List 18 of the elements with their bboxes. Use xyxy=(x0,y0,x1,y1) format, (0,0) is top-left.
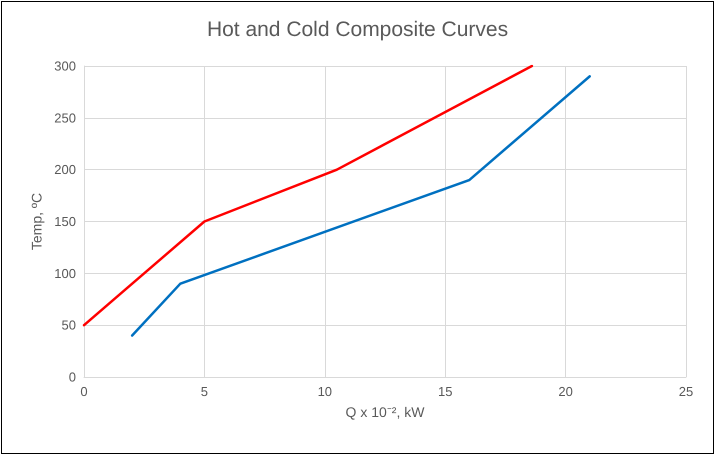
x-tick-label: 5 xyxy=(200,384,208,399)
x-tick-label: 10 xyxy=(318,384,332,399)
y-tick-label: 0 xyxy=(68,370,76,384)
x-tick-label: 15 xyxy=(438,384,452,399)
y-tick-label: 100 xyxy=(54,266,76,281)
y-tick-label: 200 xyxy=(54,162,76,178)
y-axis-title: Temp, ºC xyxy=(28,192,44,250)
chart-title: Hot and Cold Composite Curves xyxy=(206,18,508,41)
line-series xyxy=(82,64,534,326)
line-series xyxy=(130,75,591,337)
x-tick-label: 25 xyxy=(678,384,694,399)
x-axis-title: Q x 10⁻², kW xyxy=(346,404,426,420)
x-tick-label: 20 xyxy=(558,384,573,399)
y-tick-label: 50 xyxy=(62,318,76,333)
y-tick-label: 300 xyxy=(54,58,76,74)
x-tick-label: 0 xyxy=(80,384,88,399)
y-tick-label: 150 xyxy=(54,214,76,229)
y-tick-label: 250 xyxy=(54,110,76,126)
